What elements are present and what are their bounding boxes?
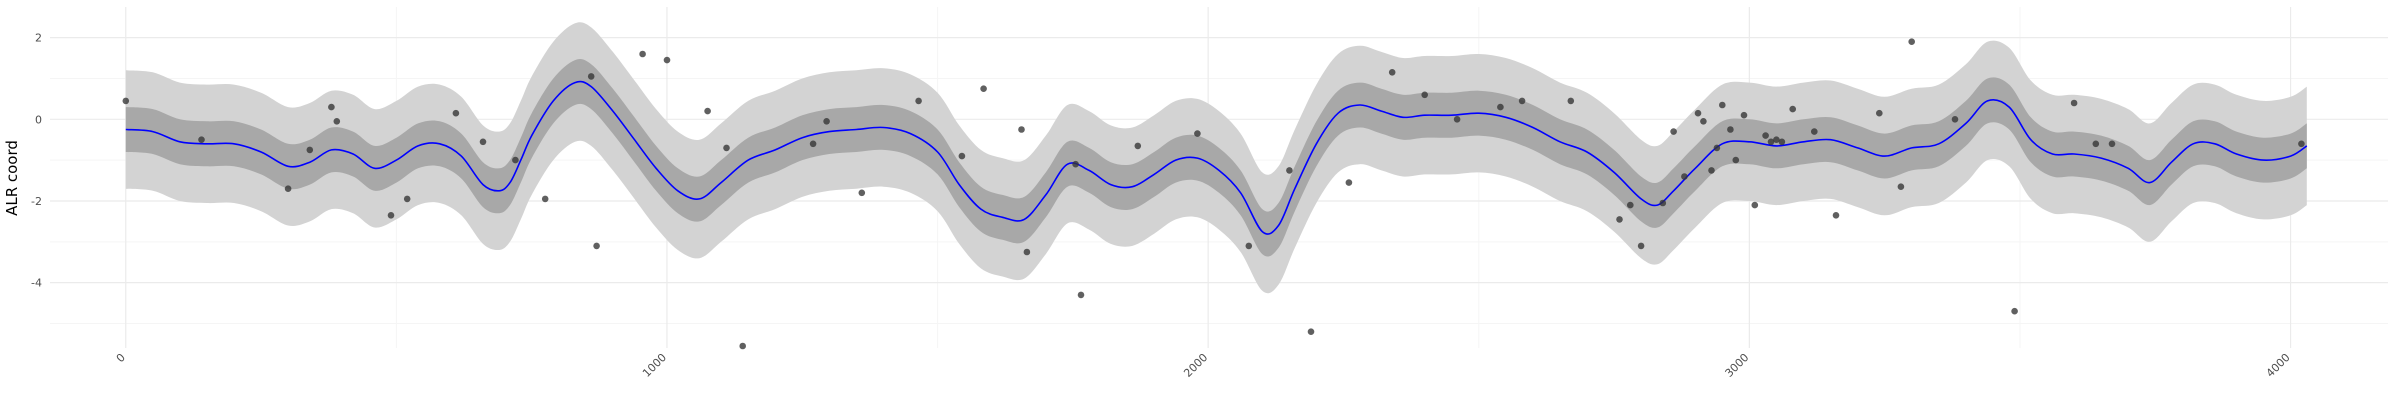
data-point <box>739 342 746 350</box>
data-point <box>1719 101 1726 109</box>
data-point <box>1876 109 1883 117</box>
data-point <box>1023 248 1031 256</box>
data-point <box>2011 307 2018 315</box>
data-point <box>1659 199 1667 207</box>
data-point <box>1897 183 1905 190</box>
x-tick-label: 1000 <box>640 351 669 380</box>
data-point <box>1245 242 1253 250</box>
data-point <box>2298 140 2305 148</box>
data-point <box>284 185 292 192</box>
y-tick-label: -4 <box>31 277 42 290</box>
data-point <box>858 189 866 197</box>
data-point <box>1134 142 1142 150</box>
data-point <box>1077 291 1085 299</box>
data-point <box>1708 167 1715 174</box>
data-point <box>403 195 411 203</box>
data-point <box>2070 99 2078 107</box>
data-point <box>541 195 549 203</box>
data-point <box>1832 212 1840 219</box>
inner-credible-band <box>125 59 2307 257</box>
data-point <box>2092 140 2100 148</box>
data-point <box>915 97 922 105</box>
data-point <box>1789 105 1796 113</box>
data-point <box>122 97 130 105</box>
x-tick-label: 4000 <box>2264 351 2293 380</box>
data-point <box>704 107 711 115</box>
data-point <box>333 118 341 125</box>
data-point <box>1767 138 1775 146</box>
point-layer <box>122 38 2305 350</box>
mean-line <box>125 80 2308 235</box>
data-point <box>1778 138 1786 146</box>
data-point <box>1497 103 1504 111</box>
data-point <box>1670 128 1677 135</box>
data-point <box>1681 173 1688 180</box>
data-point <box>1627 201 1634 209</box>
data-point <box>980 85 987 92</box>
data-point <box>1713 144 1721 152</box>
data-point <box>1951 116 1959 123</box>
data-point <box>387 212 395 219</box>
y-tick-label: -2 <box>31 195 42 208</box>
data-point <box>1727 126 1734 133</box>
data-point <box>512 156 519 164</box>
data-point <box>1307 328 1315 336</box>
data-point <box>328 103 335 111</box>
y-tick-label: 2 <box>35 32 42 45</box>
x-tick-label: 0 <box>114 351 128 365</box>
data-point <box>1908 38 1915 45</box>
data-point <box>1194 130 1201 137</box>
data-point <box>823 118 830 125</box>
data-point <box>809 140 817 148</box>
data-point <box>479 138 487 146</box>
data-point <box>1421 91 1428 99</box>
data-point <box>958 152 966 160</box>
x-tick-label: 2000 <box>1181 351 1210 380</box>
y-axis-label: ALR coord <box>3 140 21 216</box>
data-point <box>1616 216 1623 223</box>
line-layer <box>125 80 2308 235</box>
data-point <box>1345 179 1353 186</box>
data-point <box>587 73 595 80</box>
data-point <box>1518 97 1526 105</box>
data-point <box>1751 201 1759 209</box>
data-point <box>639 50 646 58</box>
y-tick-label: 0 <box>35 113 42 126</box>
data-point <box>306 146 314 154</box>
data-point <box>1740 111 1748 119</box>
data-point <box>1700 118 1707 125</box>
data-point <box>1388 69 1396 76</box>
data-point <box>1694 109 1702 117</box>
data-point <box>593 242 600 250</box>
band-layer <box>125 22 2307 294</box>
data-point <box>1018 126 1025 133</box>
data-point <box>663 56 671 64</box>
data-point <box>2108 140 2116 148</box>
data-point <box>723 144 730 152</box>
data-point <box>198 136 205 143</box>
data-point <box>1637 242 1645 250</box>
x-tick-label: 3000 <box>1723 351 1752 380</box>
data-point <box>1567 97 1575 105</box>
data-point <box>452 109 460 117</box>
data-point <box>1811 128 1818 135</box>
data-point <box>1453 116 1461 123</box>
data-point <box>1762 132 1769 139</box>
data-point <box>1773 136 1780 143</box>
data-point <box>1072 160 1079 168</box>
data-point <box>1286 167 1293 174</box>
data-point <box>1732 156 1740 164</box>
